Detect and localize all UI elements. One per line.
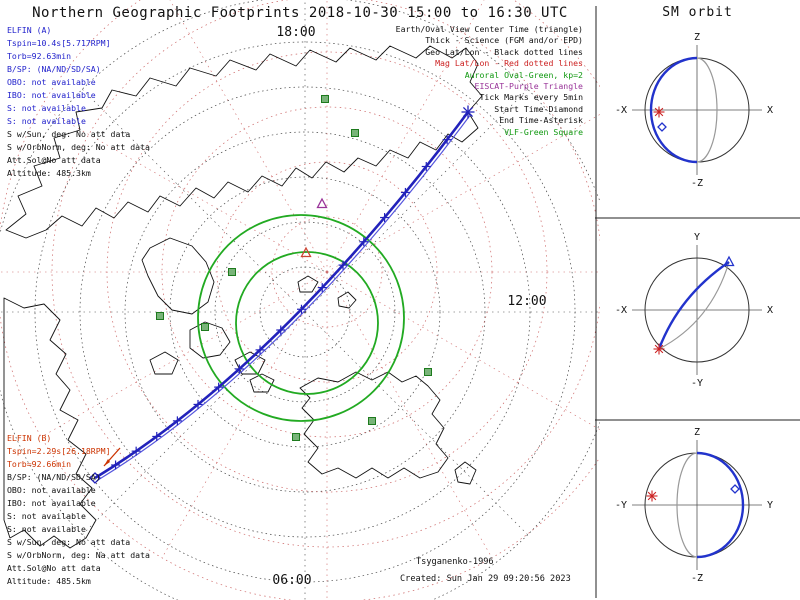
elfin-b-line: IBO: not available [7,498,96,508]
axis-label: -Z [691,178,703,189]
vlf-square [424,368,432,376]
panel-diamond [657,122,667,132]
legend-line: Thick - Science (FGM and/or EPD) [425,35,583,46]
polar-map: 18:00 12:00 06:00 [0,0,600,600]
legend-line: Auroral Oval-Green, kp=2 [464,69,583,80]
trajectory-elfin-b [97,113,472,481]
vlf-square [321,95,329,103]
center-time-triangle [300,246,312,258]
elfin-b-line: S w/OrbNorm, deg: Na att data [7,550,150,560]
trajectory [94,111,472,481]
axis-label: -Y [691,378,703,389]
elfin-a-line: Torb=92.63min [7,51,72,61]
trajectory-ticks [111,135,452,470]
vlf-square [201,323,209,331]
elfin-a-line: OBO: not available [7,77,96,87]
axis-label: -Z [691,573,703,584]
elfin-a-line: S w/Sun, deg: No att data [7,129,131,139]
auroral-oval [197,214,405,422]
map-legend: Earth/Oval View Center Time (triangle) Th… [396,24,583,138]
elfin-b-line: S: not available [7,511,86,521]
legend-line: End Time-Asterisk [499,115,583,126]
axis-label: -X [615,305,627,316]
orbit-grayside [658,261,730,350]
sm-orbit-panel-1: Z -Z -X X [615,32,773,189]
vlf-square [156,312,164,320]
created-label: Created: Sun Jan 29 09:20:56 2023 [400,574,571,584]
elfin-b-line: Torb=92.66min [7,459,72,469]
elfin-a-info: ELFIN (A) Tspin=10.4s[5.717RPM] Torb=92.63… [7,24,150,180]
mlt-label: 06:00 [272,573,311,588]
elfin-a-line: Att.Sol@No att data [7,155,101,165]
legend-line: EISCAT-Purple Triangle [474,81,583,92]
panel-triangle [723,255,735,267]
legend-line: Geo Lat/Lon - Black dotted lines [425,46,583,57]
elfin-a-line: S: not available [7,103,86,113]
elfin-a-line: B/SP: (NA/ND/SD/SA) [7,64,101,74]
elfin-a-line: S w/OrbNorm, deg: No att data [7,142,150,152]
axis-label: -Y [615,500,627,511]
orbit-grayside [676,452,698,558]
end-time-asterisk [461,105,475,119]
geo-grid [0,0,600,600]
elfin-b-line: Att.Sol@No att data [7,563,101,573]
axis-label: Y [694,232,700,243]
orbit-arc [657,261,730,350]
panel-asterisk [646,490,658,502]
mlt-label: 12:00 [507,294,546,309]
legend-line: Tick Marks every 5min [479,92,583,103]
elfin-b-line: S: not available [7,524,86,534]
legend-line: Mag Lat/Lon - Red dotted lines [435,58,583,69]
vlf-square [368,417,376,425]
sm-orbit-panels: Z -Z -X X Y -Y -X X Z -Z -Y Y [595,6,800,598]
vlf-squares [156,95,432,441]
sm-orbit-panel-3: Z -Z -Y Y [615,427,773,584]
elfin-a-line: ELFIN (A) [7,25,52,35]
elfin-b-line: B/SP: (NA/ND/SD/SA) [7,472,101,482]
elfin-b-line: OBO: not available [7,485,96,495]
axis-label: Z [694,427,700,438]
mlt-label: 18:00 [276,25,315,40]
orbit-grayside [696,57,718,163]
elfin-a-line: S: not available [7,116,86,126]
vlf-square [351,129,359,137]
start-time-diamond [89,472,101,484]
elfin-a-line: IBO: not available [7,90,96,100]
elfin-b-info: ELFIN (B) Tspin=2.29s[26.18RPM] Torb=92.66… [7,432,150,588]
panel-diamond [730,484,740,494]
orbit-arc [696,451,745,559]
coastlines [3,45,483,549]
axis-label: X [767,305,773,316]
legend-line: VLF-Green Square [504,126,583,137]
vlf-square [292,433,300,441]
axis-label: -X [615,105,627,116]
mag-grid [0,0,600,600]
panel-asterisk [653,106,665,118]
elfin-b-line: Altitude: 485.5km [7,576,91,586]
elfin-b-line: ELFIN (B) [7,433,52,443]
orbit-arc [649,56,698,164]
trajectory-elfin-a [94,111,470,480]
elfin-b-arrow [103,447,121,467]
elfin-b-line: Tspin=2.29s[26.18RPM] [7,446,111,456]
elfin-a-line: Altitude: 485.3km [7,168,91,178]
model-label: Tsyganenko-1996 [416,557,494,567]
sm-orbit-panel-2: Y -Y -X X [615,232,773,389]
vlf-square [228,268,236,276]
legend-line: Earth/Oval View Center Time (triangle) [395,24,583,34]
panel-asterisk [653,343,665,355]
page-title: Northern Geographic Footprints 2018-10-3… [32,5,568,21]
eiscat-triangle [316,197,328,209]
axis-label: Y [767,500,773,511]
earth-circle [644,257,750,363]
elfin-a-line: Tspin=10.4s[5.717RPM] [7,38,111,48]
axis-label: X [767,105,773,116]
sm-orbit-title: SM orbit [662,5,733,20]
axis-label: Z [694,32,700,43]
legend-line: Start Time-Diamond [494,103,583,114]
elfin-b-line: S w/Sun, deg: No att data [7,537,131,547]
